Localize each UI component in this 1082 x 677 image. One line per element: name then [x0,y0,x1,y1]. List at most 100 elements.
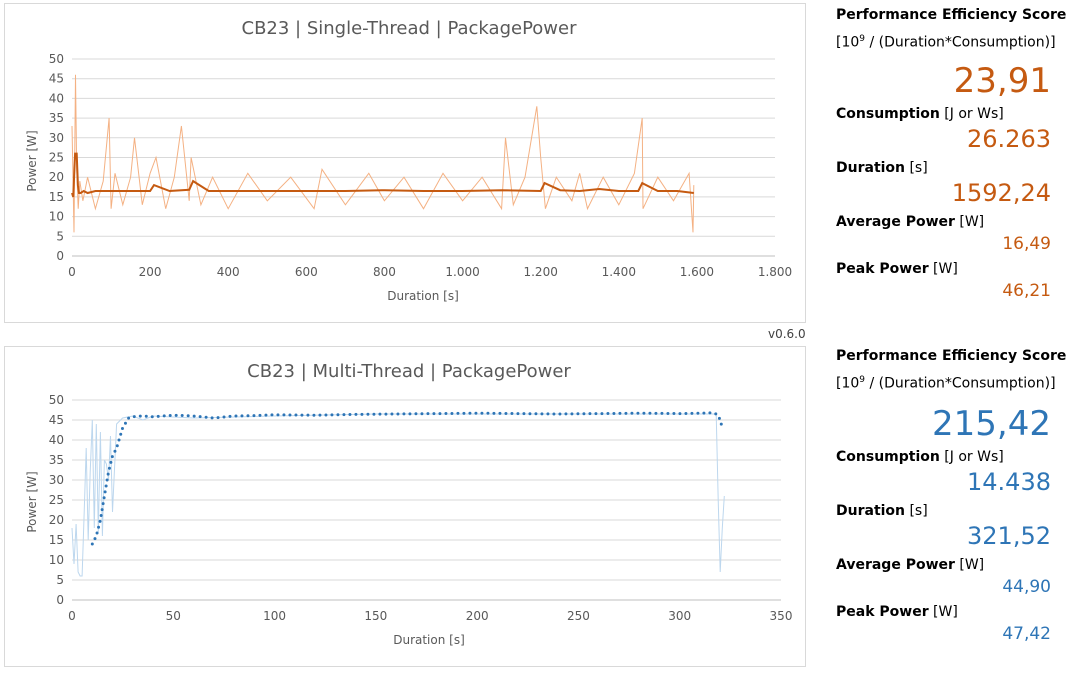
average-power-label-text: Average Power [836,556,955,573]
x-axis-label: Duration [s] [387,289,459,303]
score-label: Performance Efficiency Score [836,348,1067,364]
formula-suffix: / (Duration*Consumption)] [865,375,1056,392]
x-tick-label: 400 [217,265,240,279]
y-tick-label: 30 [49,131,64,145]
duration-value: 321,52 [967,521,1051,550]
y-tick-label: 0 [56,249,64,263]
x-tick-label: 250 [567,609,590,623]
duration-value: 1592,24 [951,178,1051,207]
peak-power-unit: [W] [928,603,958,620]
single-thread-stats: Performance Efficiency Score [109 / (Dur… [836,6,1067,303]
average-power-value: 16,49 [1002,233,1051,254]
score-label: Performance Efficiency Score [836,7,1067,23]
formula-exponent: 9 [859,375,866,385]
score-value: 23,91 [953,60,1051,101]
score-formula: [109 / (Duration*Consumption)] [836,29,1056,53]
y-tick-label: 15 [49,533,64,547]
x-tick-label: 1.400 [602,265,636,279]
y-tick-label: 50 [49,393,64,407]
peak-power-value: 47,42 [1002,623,1051,644]
y-tick-label: 15 [49,190,64,204]
multi-thread-stats: Performance Efficiency Score [109 / (Dur… [836,347,1067,646]
peak-power-value: 46,21 [1002,280,1051,301]
x-tick-label: 0 [68,609,76,623]
consumption-value: 26.263 [967,124,1051,153]
y-tick-label: 40 [49,433,64,447]
y-tick-label: 10 [49,210,64,224]
duration-label: Duration [s] [836,502,1051,521]
y-tick-label: 25 [49,151,64,165]
average-power-unit: [W] [954,556,985,573]
y-tick-label: 40 [49,91,64,105]
formula-exponent: 9 [859,34,866,44]
peak-power-label: Peak Power [W] [836,603,1051,622]
peak-power-label: Peak Power [W] [836,260,1051,279]
chart-title: CB23 | Single-Thread | PackagePower [242,18,578,39]
duration-label: Duration [s] [836,159,1051,178]
raw-power-series [71,413,725,577]
x-tick-label: 350 [770,609,793,623]
x-tick-label: 1.800 [758,265,792,279]
x-tick-label: 600 [295,265,318,279]
x-tick-label: 1.600 [680,265,714,279]
y-tick-label: 5 [56,229,64,243]
score-formula: [109 / (Duration*Consumption)] [836,370,1056,394]
y-tick-label: 35 [49,453,64,467]
average-power-unit: [W] [954,213,985,230]
consumption-label: Consumption [J or Ws] [836,448,1051,467]
average-power-label: Average Power [W] [836,213,1051,232]
y-tick-label: 30 [49,473,64,487]
formula-suffix: / (Duration*Consumption)] [865,34,1056,51]
formula-prefix: [10 [836,34,860,51]
x-tick-label: 800 [373,265,396,279]
consumption-label-text: Consumption [836,105,940,122]
y-tick-label: 20 [49,513,64,527]
average-power-label-text: Average Power [836,213,955,230]
x-tick-label: 150 [364,609,387,623]
y-tick-label: 45 [49,72,64,86]
y-tick-label: 5 [56,573,64,587]
consumption-label: Consumption [J or Ws] [836,105,1051,124]
average-power-label: Average Power [W] [836,556,1051,575]
consumption-unit: [J or Ws] [939,105,1004,122]
multi-thread-chart: CB23 | Multi-Thread | PackagePower Durat… [4,346,806,667]
x-tick-label: 200 [466,609,489,623]
duration-unit: [s] [905,502,928,519]
y-axis-label: Power [W] [25,130,39,191]
peak-power-unit: [W] [928,260,958,277]
x-tick-label: 50 [166,609,181,623]
average-power-series [90,411,724,546]
x-tick-label: 1.200 [523,265,557,279]
duration-label-text: Duration [836,159,906,176]
y-tick-label: 20 [49,170,64,184]
y-tick-label: 25 [49,493,64,507]
y-tick-label: 50 [49,52,64,66]
version-label: v0.6.0 [768,327,806,341]
raw-power-series [71,74,695,233]
chart-title: CB23 | Multi-Thread | PackagePower [247,361,571,382]
average-power-value: 44,90 [1002,576,1051,597]
consumption-label-text: Consumption [836,448,940,465]
consumption-value: 14.438 [967,467,1051,496]
peak-power-label-text: Peak Power [836,260,929,277]
y-tick-label: 10 [49,553,64,567]
score-value: 215,42 [932,403,1051,444]
average-power-series [71,152,694,198]
x-tick-label: 0 [68,265,76,279]
y-tick-label: 35 [49,111,64,125]
single-thread-chart: CB23 | Single-Thread | PackagePower Dura… [4,3,806,323]
x-tick-label: 200 [139,265,162,279]
x-tick-label: 100 [263,609,286,623]
x-axis-label: Duration [s] [393,633,465,647]
single-thread-chart-svg: CB23 | Single-Thread | PackagePower Dura… [25,18,792,303]
duration-label-text: Duration [836,502,906,519]
x-tick-label: 1.000 [445,265,479,279]
formula-prefix: [10 [836,375,860,392]
y-axis-label: Power [W] [25,471,39,532]
consumption-unit: [J or Ws] [939,448,1004,465]
duration-unit: [s] [905,159,928,176]
y-tick-label: 0 [56,593,64,607]
multi-thread-chart-svg: CB23 | Multi-Thread | PackagePower Durat… [25,361,793,647]
x-tick-label: 300 [668,609,691,623]
peak-power-label-text: Peak Power [836,603,929,620]
